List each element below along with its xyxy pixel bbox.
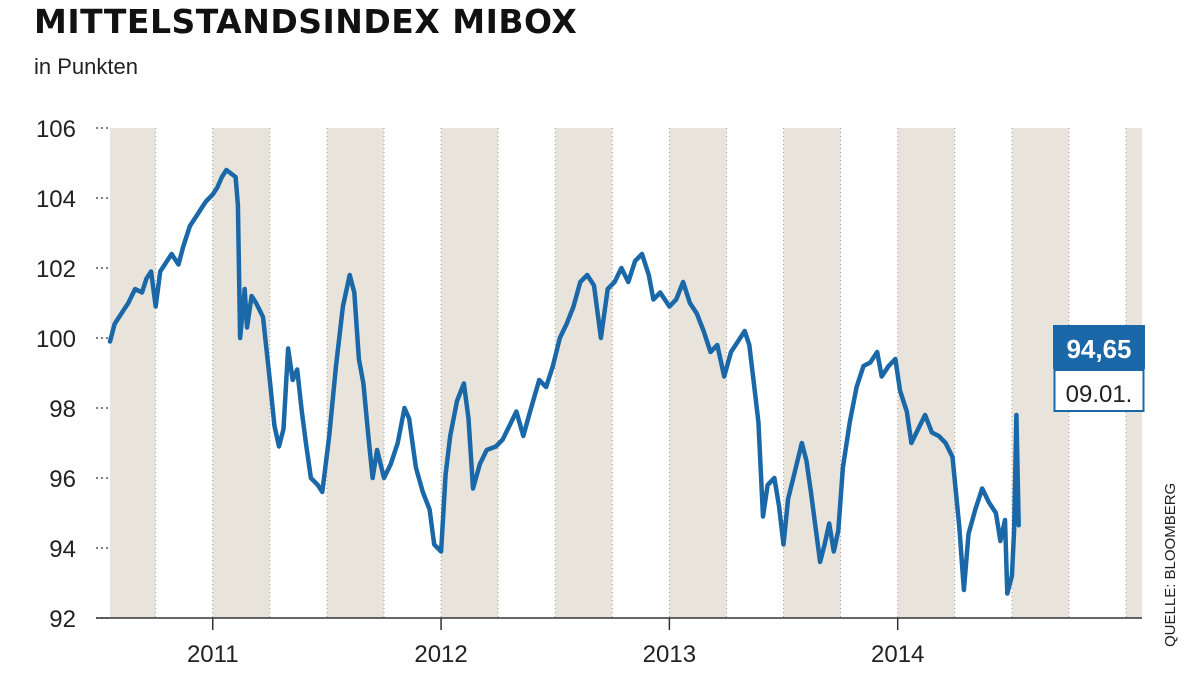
band-5 bbox=[669, 128, 727, 618]
y-tick-label-102: 102 bbox=[36, 256, 76, 283]
band-0 bbox=[110, 128, 156, 618]
shaded-bands bbox=[110, 128, 1142, 618]
x-tick-label-2014: 2014 bbox=[871, 641, 924, 668]
series-line bbox=[107, 167, 1021, 596]
callout-date-box bbox=[1053, 369, 1145, 412]
chart-title: MITTELSTANDSINDEX MIBOX bbox=[34, 2, 578, 41]
callout-date: 09.01. bbox=[1066, 381, 1133, 408]
y-axis: 92 94 96 98 100 102 104 106 bbox=[36, 116, 108, 633]
x-tick-label-2011: 2011 bbox=[187, 641, 239, 668]
band-3 bbox=[441, 128, 499, 618]
y-tick-label-92: 92 bbox=[49, 606, 76, 633]
y-tick-label-98: 98 bbox=[49, 396, 76, 423]
value-callout: 94,65 09.01. bbox=[1053, 325, 1145, 412]
band-7 bbox=[897, 128, 955, 618]
band-4 bbox=[555, 128, 613, 618]
y-tick-label-106: 106 bbox=[36, 116, 76, 143]
y-tick-label-100: 100 bbox=[36, 326, 76, 353]
chart-subtitle: in Punkten bbox=[34, 54, 138, 79]
y-tick-label-104: 104 bbox=[36, 186, 76, 213]
band-1 bbox=[212, 128, 270, 618]
x-tick-label-2013: 2013 bbox=[643, 641, 696, 668]
callout-value: 94,65 bbox=[1066, 334, 1131, 364]
gridlines bbox=[155, 128, 1127, 618]
x-axis: 2011 2012 2013 2014 bbox=[96, 617, 1142, 668]
y-tick-label-94: 94 bbox=[49, 536, 76, 563]
x-tick-label-2012: 2012 bbox=[414, 641, 467, 668]
callout-value-box bbox=[1053, 325, 1145, 369]
y-tick-label-96: 96 bbox=[49, 466, 76, 493]
